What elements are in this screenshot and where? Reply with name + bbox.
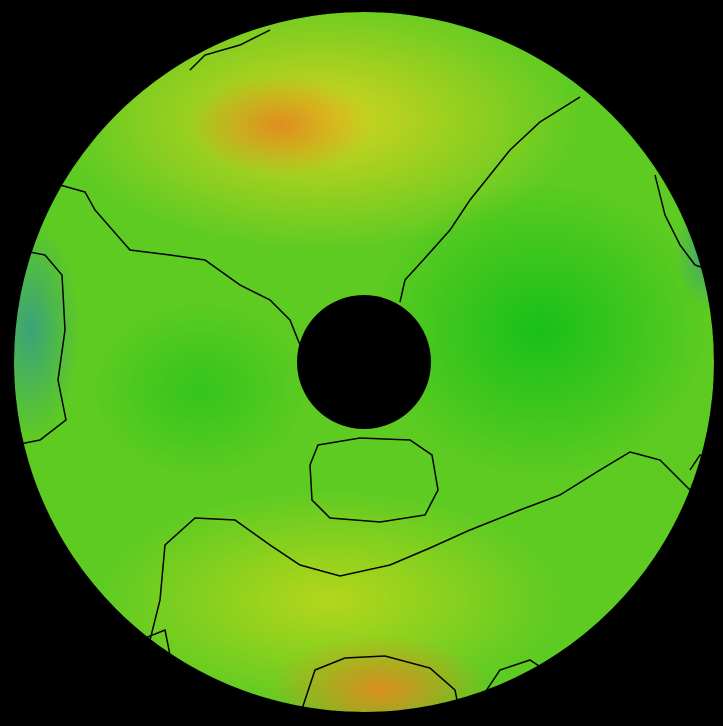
disk-map xyxy=(0,0,723,726)
center-hole xyxy=(297,295,431,429)
page xyxy=(0,0,723,726)
